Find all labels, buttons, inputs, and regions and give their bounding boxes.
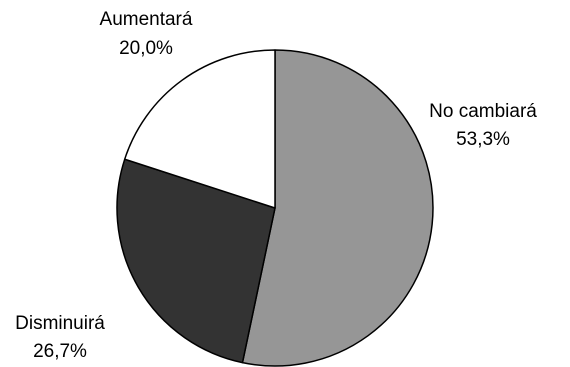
slice-label-aumentara-value: 20,0% xyxy=(119,38,173,59)
slice-label-no-cambiara-name: No cambiará xyxy=(429,101,537,122)
slice-label-no-cambiara-value: 53,3% xyxy=(456,129,510,150)
pie-labels: No cambiará 53,3% Disminuirá 26,7% Aumen… xyxy=(15,9,537,362)
pie-slice-no-cambiara xyxy=(241,49,434,367)
slice-label-disminuira-value: 26,7% xyxy=(33,341,87,362)
pie-slices xyxy=(116,49,434,367)
slice-label-aumentara-name: Aumentará xyxy=(100,9,193,30)
pie-slice-disminuira xyxy=(116,158,276,364)
slice-label-disminuira-name: Disminuirá xyxy=(15,313,105,334)
pie-slice-aumentara xyxy=(123,49,276,209)
